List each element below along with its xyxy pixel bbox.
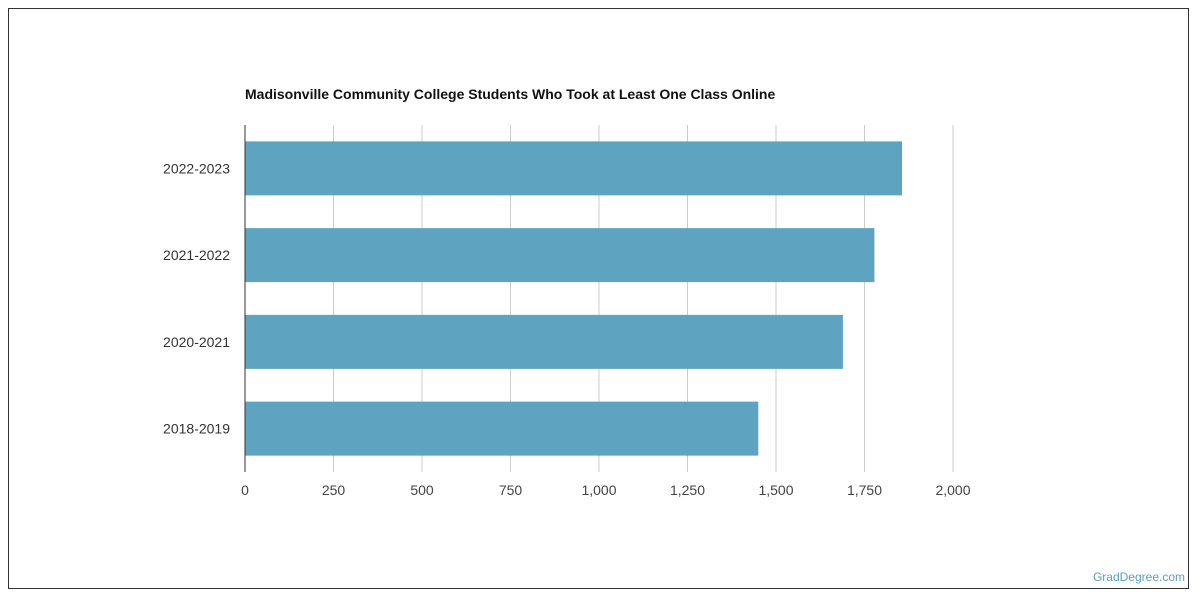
y-category-label: 2018-2019 (163, 421, 230, 437)
x-tick-label: 0 (241, 482, 249, 498)
x-tick-label: 2,000 (935, 482, 970, 498)
bar (245, 141, 903, 196)
x-tick-label: 1,250 (670, 482, 705, 498)
x-tick-label: 750 (499, 482, 523, 498)
bar (245, 314, 843, 369)
x-tick-label: 1,000 (581, 482, 616, 498)
chart-title: Madisonville Community College Students … (245, 86, 776, 102)
y-category-label: 2020-2021 (163, 334, 230, 350)
y-category-label: 2022-2023 (163, 160, 230, 176)
x-tick-label: 250 (322, 482, 346, 498)
source-credit-link[interactable]: GradDegree.com (1092, 570, 1185, 584)
bar (245, 401, 759, 456)
x-tick-label: 1,750 (847, 482, 882, 498)
chart-frame (8, 8, 1189, 589)
bar (245, 228, 875, 283)
x-tick-label: 500 (410, 482, 434, 498)
x-tick-label: 1,500 (758, 482, 793, 498)
y-category-label: 2021-2022 (163, 247, 230, 263)
